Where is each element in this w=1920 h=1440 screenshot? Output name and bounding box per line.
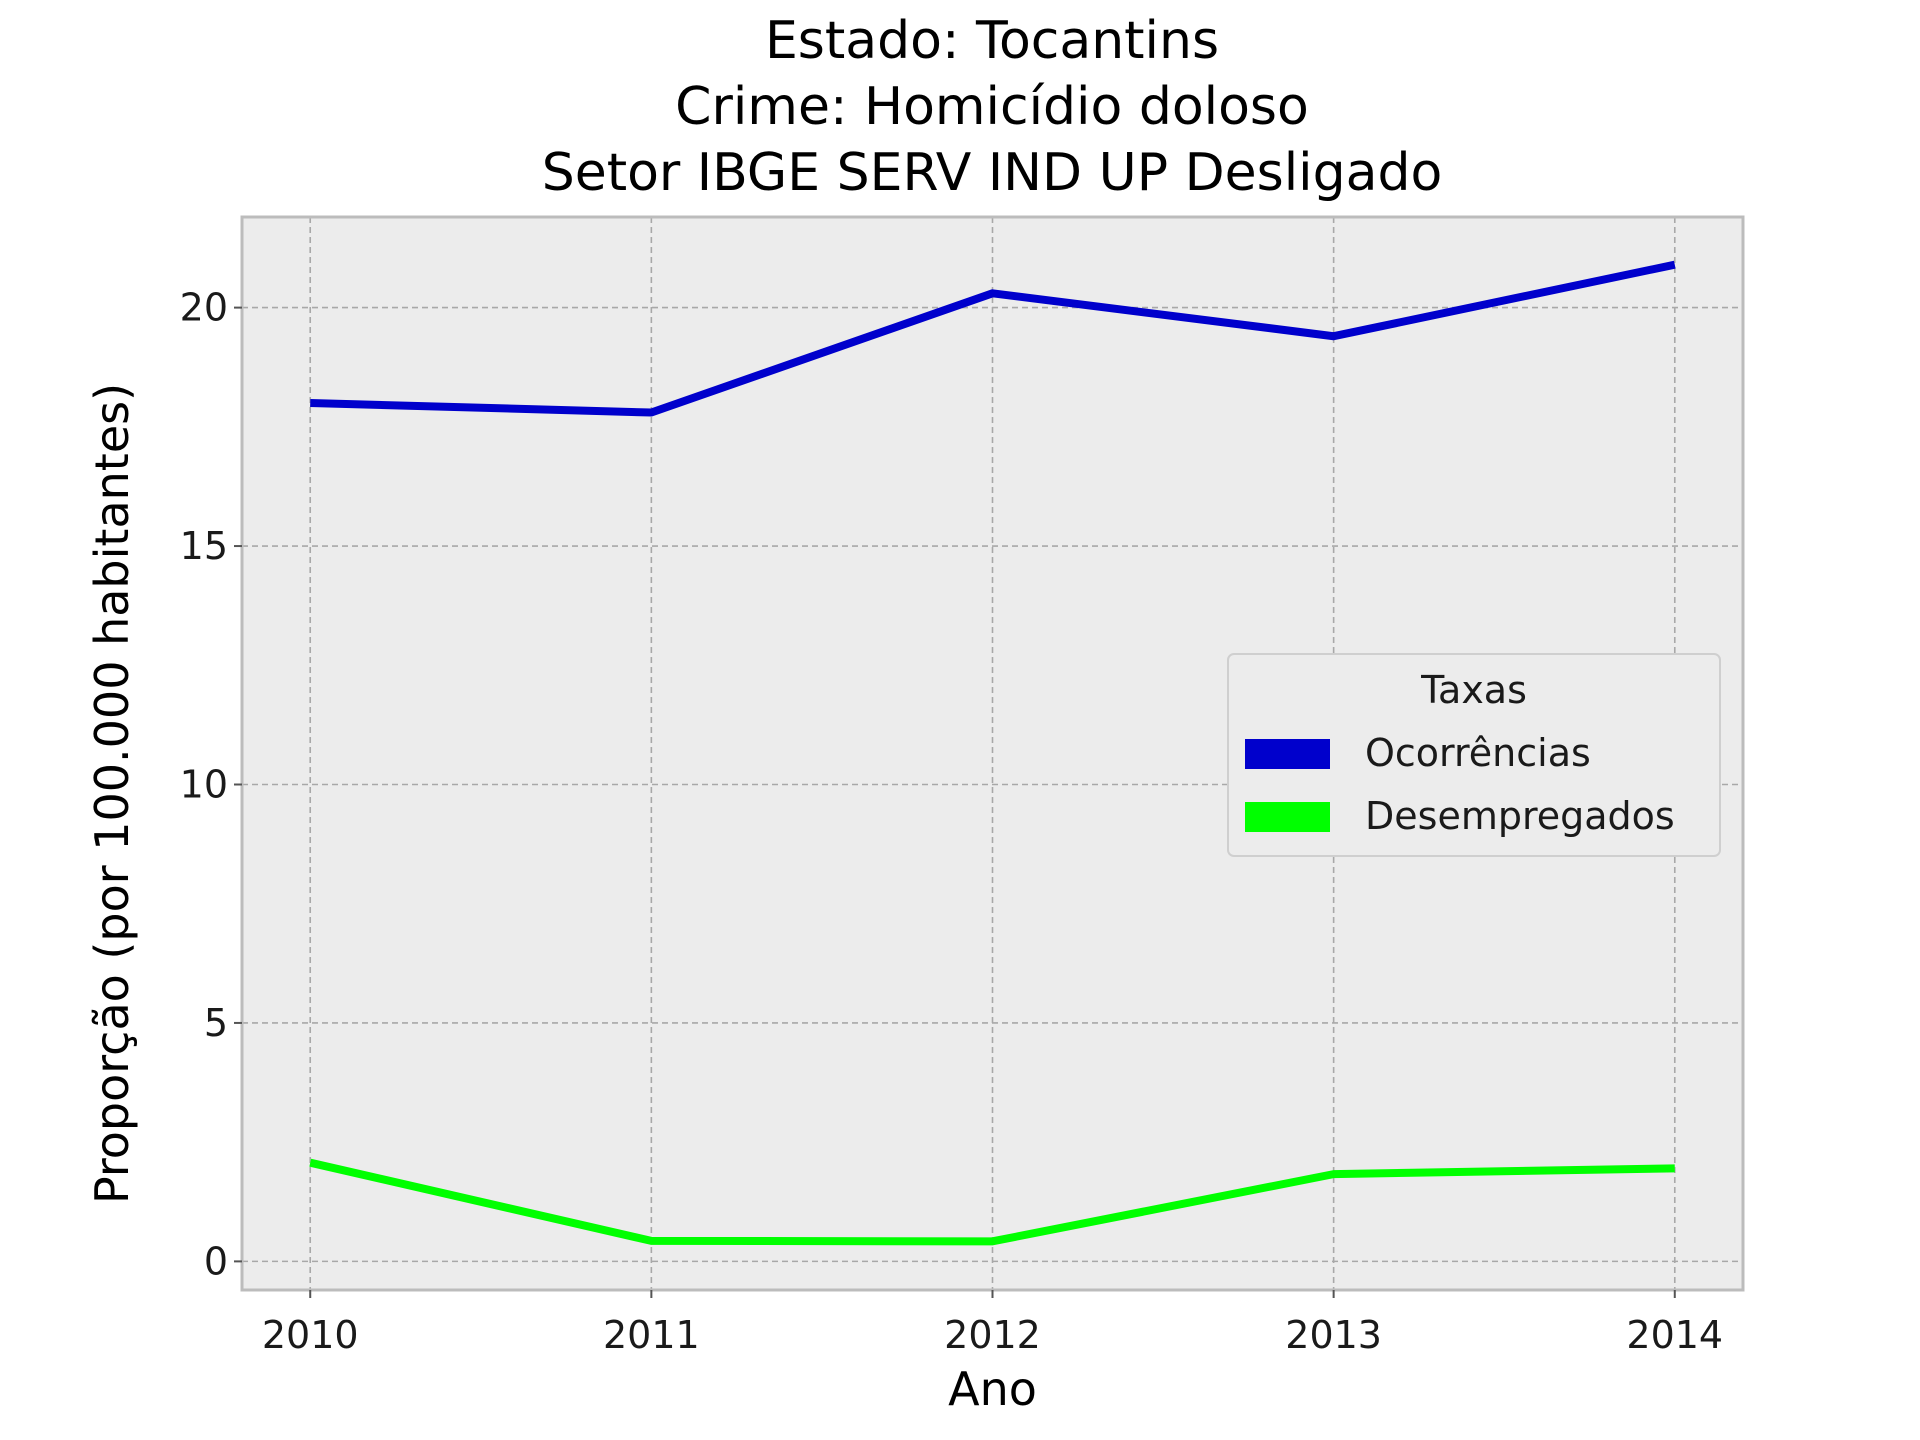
legend-swatch xyxy=(1245,739,1330,769)
x-axis: 2010 2011 2012 2013 2014 xyxy=(262,1290,1723,1357)
x-tick-label: 2010 xyxy=(262,1313,359,1357)
y-axis-label: Proporção (por 100.000 habitantes) xyxy=(85,383,139,1204)
x-tick-label: 2013 xyxy=(1285,1313,1382,1357)
series-lines xyxy=(309,260,1676,1246)
title-line-2: Crime: Homicídio doloso xyxy=(675,77,1309,137)
y-axis: 0 5 10 15 20 xyxy=(180,286,242,1283)
legend-swatch xyxy=(1245,802,1330,832)
title-line-3: Setor IBGE SERV IND UP Desligado xyxy=(542,143,1443,203)
x-axis-label: Ano xyxy=(948,1362,1037,1416)
y-tick-label: 20 xyxy=(180,286,228,330)
x-tick-label: 2012 xyxy=(944,1313,1041,1357)
series-line xyxy=(310,260,1676,417)
y-tick-label: 10 xyxy=(180,762,228,806)
legend-entry-label: Desempregados xyxy=(1365,794,1675,838)
legend: Taxas Ocorrências Desempregados xyxy=(1227,653,1721,857)
grid xyxy=(242,217,1743,1290)
y-tick-label: 5 xyxy=(204,1001,228,1045)
chart-title: Estado: Tocantins Crime: Homicídio dolos… xyxy=(542,11,1443,203)
legend-entry-label: Ocorrências xyxy=(1365,731,1591,775)
x-tick-label: 2011 xyxy=(603,1313,700,1357)
x-tick-label: 2014 xyxy=(1626,1313,1723,1357)
title-line-1: Estado: Tocantins xyxy=(765,11,1219,71)
series-line xyxy=(309,1158,1675,1246)
legend-title: Taxas xyxy=(1420,668,1527,712)
y-tick-label: 15 xyxy=(180,524,228,568)
y-tick-label: 0 xyxy=(204,1239,228,1283)
legend-box xyxy=(1227,653,1721,857)
